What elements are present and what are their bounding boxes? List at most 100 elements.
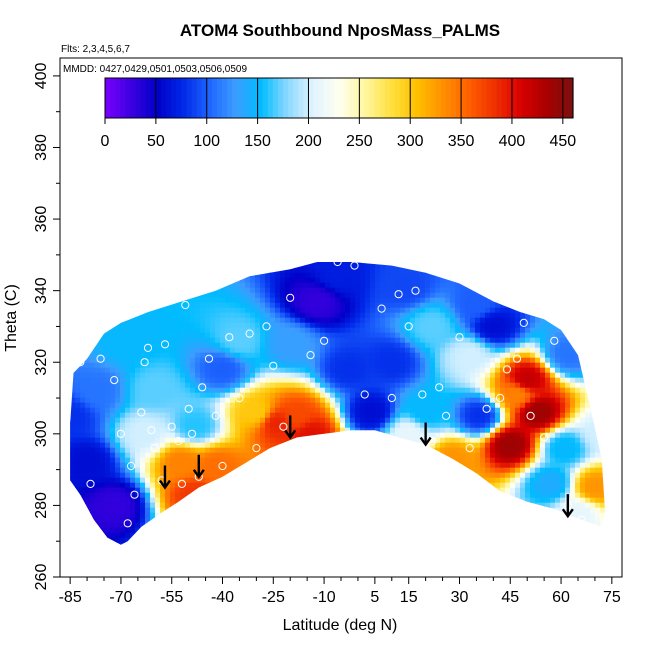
heatmap-cell [405, 248, 410, 253]
heatmap-cell [390, 422, 396, 429]
heatmap-cell [170, 287, 176, 294]
heatmap-cell [550, 327, 556, 334]
heatmap-cell [345, 462, 351, 469]
heatmap-cell [545, 332, 551, 339]
heatmap-cell [175, 342, 181, 349]
heatmap-cell [395, 382, 401, 389]
heatmap-cell [405, 442, 411, 449]
heatmap-cell [360, 302, 366, 309]
heatmap-cell [420, 287, 426, 294]
heatmap-cell [310, 287, 316, 294]
heatmap-cell [510, 262, 516, 264]
heatmap-cell [210, 457, 216, 464]
heatmap-cell [70, 367, 76, 374]
heatmap-cell [245, 457, 251, 464]
heatmap-cell [160, 397, 166, 404]
heatmap-cell [400, 407, 406, 414]
heatmap-cell [160, 253, 165, 258]
heatmap-cell [535, 362, 541, 369]
heatmap-cell [590, 297, 596, 304]
heatmap-cell [580, 362, 586, 369]
heatmap-cell [285, 312, 291, 319]
heatmap-cell [375, 262, 381, 269]
heatmap-cell [580, 302, 586, 309]
heatmap-cell [285, 452, 291, 459]
heatmap-cell [215, 267, 221, 274]
heatmap-cell [620, 418, 625, 423]
heatmap-cell [75, 253, 80, 258]
heatmap-cell [85, 332, 91, 339]
heatmap-cell [410, 407, 416, 414]
heatmap-cell [550, 372, 556, 379]
heatmap-cell [485, 248, 490, 253]
heatmap-cell [90, 262, 96, 269]
heatmap-cell [280, 312, 286, 319]
heatmap-cell [580, 342, 586, 349]
heatmap-cell [395, 362, 401, 369]
heatmap-cell [515, 422, 521, 429]
heatmap-cell [255, 447, 261, 454]
heatmap-cell [505, 297, 511, 304]
heatmap-cell [305, 262, 311, 269]
heatmap-cell [220, 362, 226, 369]
heatmap-cell [200, 322, 206, 329]
heatmap-cell [145, 312, 151, 319]
heatmap-cell [540, 262, 546, 269]
heatmap-cell [200, 267, 206, 274]
heatmap-cell [600, 277, 606, 284]
heatmap-cell [140, 462, 146, 469]
heatmap-cell [580, 392, 586, 399]
heatmap-cell [250, 322, 256, 329]
heatmap-cell [420, 312, 426, 319]
heatmap-cell [620, 333, 625, 338]
heatmap-cell [335, 297, 341, 304]
heatmap-cell [295, 457, 301, 464]
heatmap-cell [420, 407, 426, 414]
heatmap-cell [170, 317, 176, 324]
heatmap-cell [540, 327, 546, 334]
heatmap-cell [240, 392, 246, 399]
heatmap-cell [185, 337, 191, 344]
heatmap-cell [565, 357, 571, 364]
heatmap-cell [195, 342, 201, 349]
heatmap-cell [610, 273, 615, 278]
heatmap-cell [610, 453, 615, 458]
heatmap-cell [235, 357, 241, 364]
heatmap-cell [330, 387, 336, 394]
heatmap-cell [155, 467, 161, 474]
heatmap-cell [370, 347, 376, 354]
heatmap-cell [115, 402, 121, 409]
heatmap-cell [435, 297, 441, 304]
heatmap-cell [400, 347, 406, 354]
heatmap-cell [245, 412, 251, 419]
heatmap-cell [230, 382, 236, 389]
heatmap-cell [150, 253, 155, 258]
heatmap-cell [225, 397, 231, 404]
heatmap-cell [520, 312, 526, 319]
heatmap-cell [150, 347, 156, 354]
heatmap-cell [550, 297, 556, 304]
heatmap-cell [375, 422, 381, 429]
heatmap-cell [480, 362, 486, 369]
heatmap-cell [485, 392, 491, 399]
heatmap-cell [515, 302, 521, 309]
heatmap-cell [360, 352, 366, 359]
heatmap-cell [225, 287, 231, 294]
heatmap-cell [460, 427, 466, 434]
heatmap-cell [365, 442, 371, 449]
heatmap-cell [585, 253, 590, 258]
heatmap-cell [450, 253, 455, 258]
heatmap-cell [575, 297, 581, 304]
heatmap-cell [395, 277, 401, 284]
heatmap-cell [445, 253, 450, 258]
heatmap-cell [535, 437, 541, 444]
heatmap-cell [505, 282, 511, 289]
heatmap-cell [555, 367, 561, 374]
heatmap-cell [420, 337, 426, 344]
heatmap-cell [295, 412, 301, 419]
heatmap-cell [245, 352, 251, 359]
heatmap-cell [85, 312, 91, 319]
heatmap-cell [320, 372, 326, 379]
heatmap-cell [140, 417, 146, 424]
heatmap-cell [455, 447, 461, 454]
